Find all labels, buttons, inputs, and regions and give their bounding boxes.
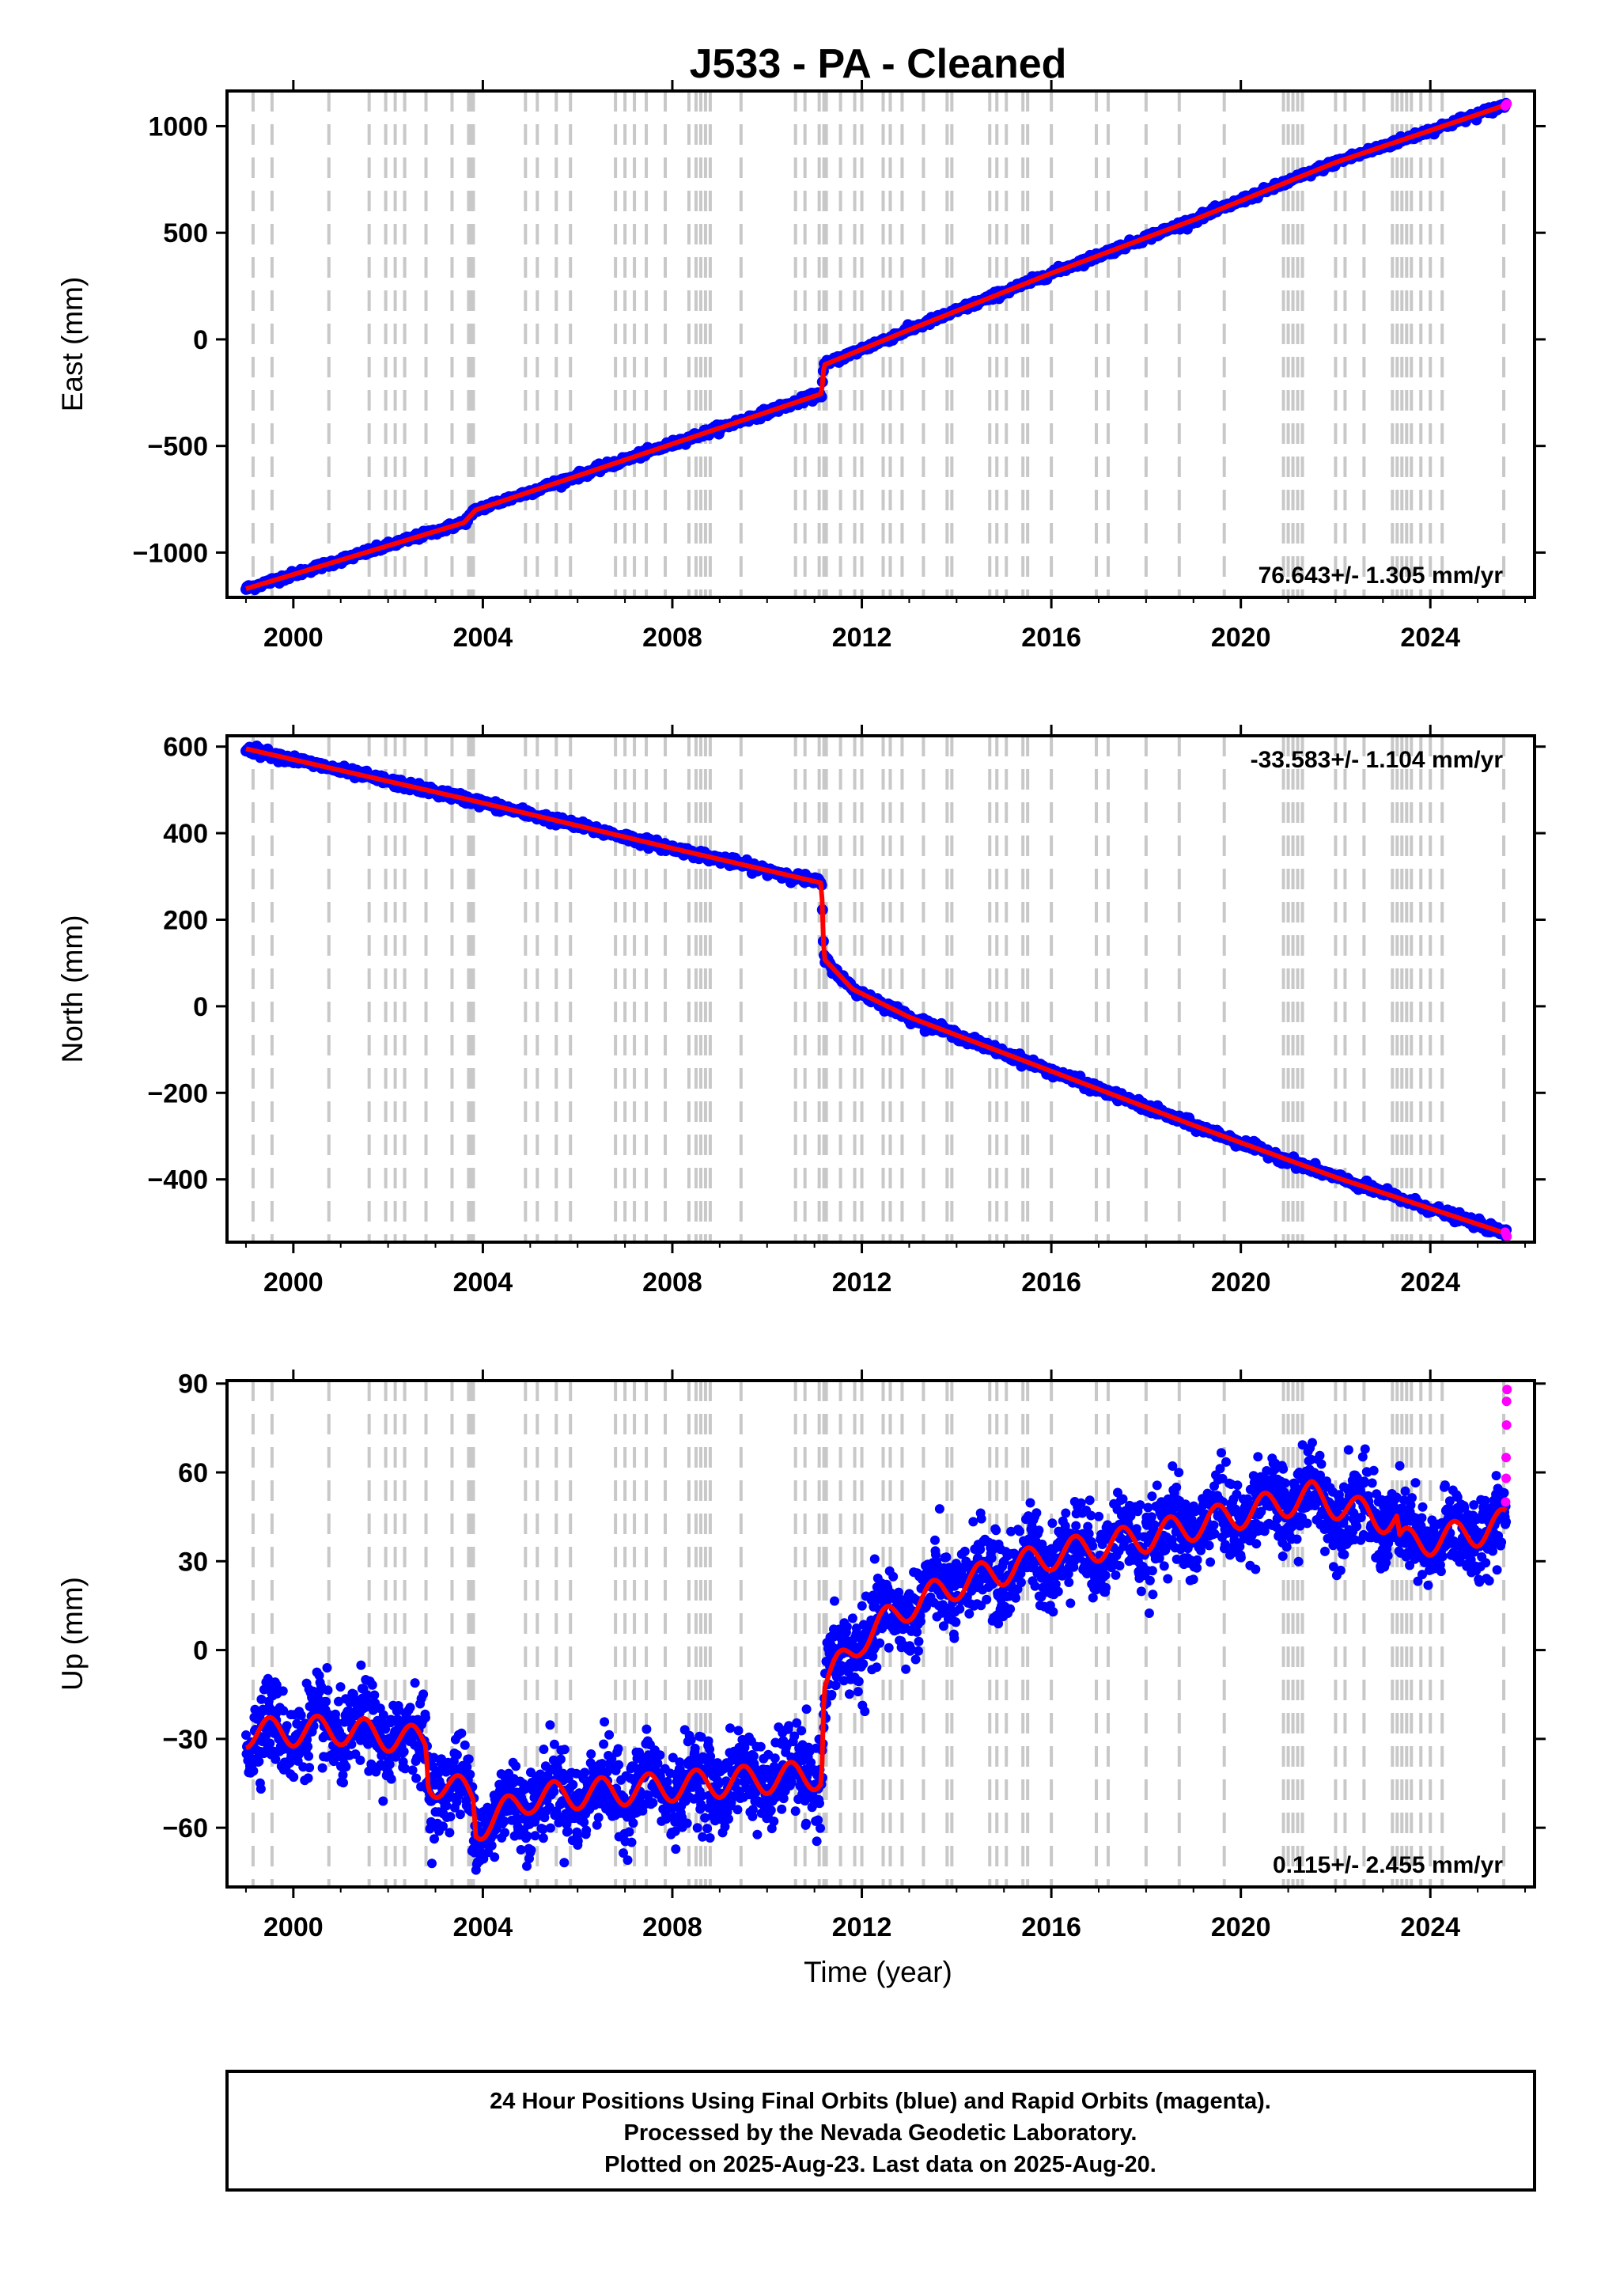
up-x-tick-label-2004: 2004 <box>453 1912 513 1942</box>
east-rapid-point-2 <box>1502 99 1512 109</box>
up-rapid-point-3 <box>1501 1420 1512 1430</box>
north-x-tick-label-2016: 2016 <box>1021 1267 1081 1298</box>
east-y-tick-label-2: 0 <box>193 325 208 355</box>
north-rapid-point-2 <box>1502 1231 1512 1241</box>
east-y-tick-label-4: 1000 <box>148 112 208 142</box>
north-y-tick-label-0: −400 <box>147 1165 208 1195</box>
up-x-tick-label-2000: 2000 <box>263 1912 324 1942</box>
east-y-axis-label: East (mm) <box>56 277 89 412</box>
east-x-tick-label-2016: 2016 <box>1021 623 1081 653</box>
panel-east: 2000 2004 2008 2012 2016 2020 2024 −1000 −500 0 50… <box>56 80 1546 653</box>
north-y-tick-label-2: 0 <box>193 992 208 1022</box>
up-rapid-point-4 <box>1501 1396 1512 1407</box>
up-rapid-point-1 <box>1501 1473 1512 1483</box>
footer-line-2: Processed by the Nevada Geodetic Laborat… <box>624 2120 1137 2146</box>
up-y-tick-label-4: 60 <box>178 1458 208 1488</box>
north-rate-label: -33.583+/- 1.104 mm/yr <box>1251 747 1504 773</box>
east-x-tick-label-2012: 2012 <box>832 623 892 653</box>
north-y-tick-label-1: −200 <box>147 1078 208 1108</box>
north-y-axis-label: North (mm) <box>56 915 89 1063</box>
panel-up: 2000 2004 2008 2012 2016 2020 2024 −60 −30 0 30 60 9… <box>56 1370 1546 1942</box>
up-rapid-point-5 <box>1502 1385 1512 1395</box>
chart-title: J533 - PA - Cleaned <box>690 41 1067 87</box>
up-x-tick-label-2020: 2020 <box>1211 1912 1271 1942</box>
panel-north: 2000 2004 2008 2012 2016 2020 2024 −400 −200 0 200… <box>56 725 1546 1298</box>
east-x-tick-label-2004: 2004 <box>453 623 513 653</box>
up-y-tick-label-3: 30 <box>178 1547 208 1577</box>
east-x-tick-label-2008: 2008 <box>642 623 702 653</box>
east-x-tick-label-2020: 2020 <box>1211 623 1271 653</box>
east-y-tick-label-1: −500 <box>147 432 208 462</box>
east-y-tick-label-3: 500 <box>163 218 208 248</box>
up-y-axis-label: Up (mm) <box>56 1577 89 1691</box>
up-y-tick-label-0: −60 <box>162 1813 208 1843</box>
east-plot-frame <box>225 89 1536 599</box>
footer-box: 24 Hour Positions Using Final Orbits (bl… <box>225 2070 1536 2192</box>
footer-line-1: 24 Hour Positions Using Final Orbits (bl… <box>490 2089 1271 2114</box>
up-x-tick-label-2012: 2012 <box>832 1912 892 1942</box>
north-y-tick-label-3: 200 <box>163 905 208 935</box>
up-y-tick-label-1: −30 <box>162 1725 208 1755</box>
up-x-tick-label-2024: 2024 <box>1400 1912 1460 1942</box>
x-axis-label: Time (year) <box>804 1956 952 1988</box>
east-model-line <box>244 102 1508 592</box>
east-rate-label: 76.643+/- 1.305 mm/yr <box>1258 563 1504 589</box>
north-x-tick-label-2020: 2020 <box>1211 1267 1271 1298</box>
up-rapid-point-2 <box>1501 1453 1512 1463</box>
up-x-tick-label-2008: 2008 <box>642 1912 702 1942</box>
up-rapid-point-0 <box>1501 1497 1511 1507</box>
up-plot-frame <box>225 1379 1536 1889</box>
up-y-tick-label-2: 0 <box>193 1636 208 1666</box>
north-x-tick-label-2004: 2004 <box>453 1267 513 1298</box>
up-y-tick-label-5: 90 <box>178 1370 208 1400</box>
north-x-tick-label-2000: 2000 <box>263 1267 324 1298</box>
up-x-tick-label-2016: 2016 <box>1021 1912 1081 1942</box>
north-plot-frame <box>225 734 1536 1244</box>
east-x-tick-label-2024: 2024 <box>1400 623 1460 653</box>
north-x-tick-label-2024: 2024 <box>1400 1267 1460 1298</box>
up-rate-label: 0.115+/- 2.455 mm/yr <box>1273 1852 1503 1878</box>
east-x-tick-label-2000: 2000 <box>263 623 324 653</box>
north-x-tick-label-2008: 2008 <box>642 1267 702 1298</box>
north-y-tick-label-5: 600 <box>163 733 208 763</box>
up-model-line <box>244 1479 1508 1842</box>
north-y-tick-label-4: 400 <box>163 819 208 849</box>
north-model-line <box>244 746 1508 1236</box>
footer-line-3: Plotted on 2025-Aug-23. Last data on 202… <box>604 2152 1156 2177</box>
east-y-tick-label-0: −1000 <box>133 538 209 568</box>
north-x-tick-label-2012: 2012 <box>832 1267 892 1298</box>
